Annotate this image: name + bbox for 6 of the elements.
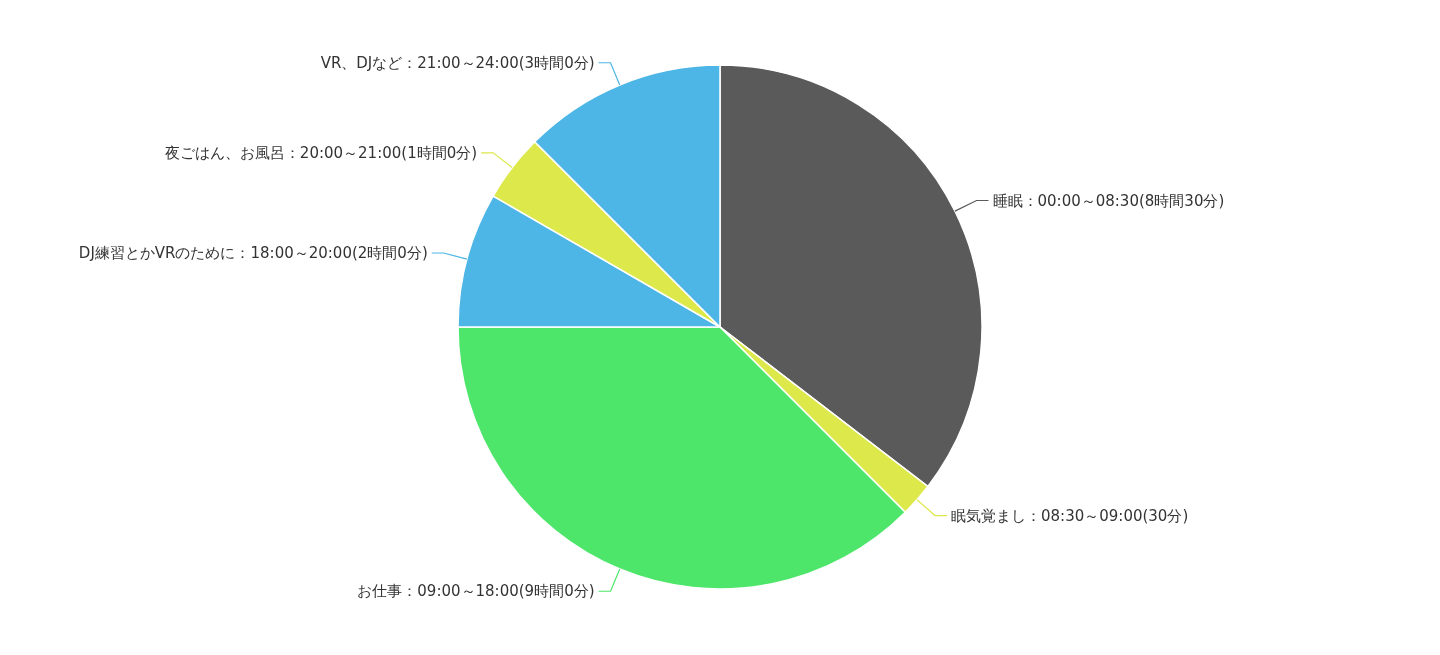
slice-label: 夜ごはん、お風呂：20:00～21:00(1時間0分) [164, 143, 478, 162]
slice-label: VR、DJなど：21:00～24:00(3時間0分) [320, 53, 595, 72]
slice-label: DJ練習とかVRのために：18:00～20:00(2時間0分) [78, 243, 428, 262]
slice-label: 睡眠：00:00～08:30(8時間30分) [992, 191, 1225, 210]
slice-label: お仕事：09:00～18:00(9時間0分) [357, 582, 595, 601]
slice-label: 眠気覚まし：08:30～09:00(30分) [951, 506, 1189, 525]
